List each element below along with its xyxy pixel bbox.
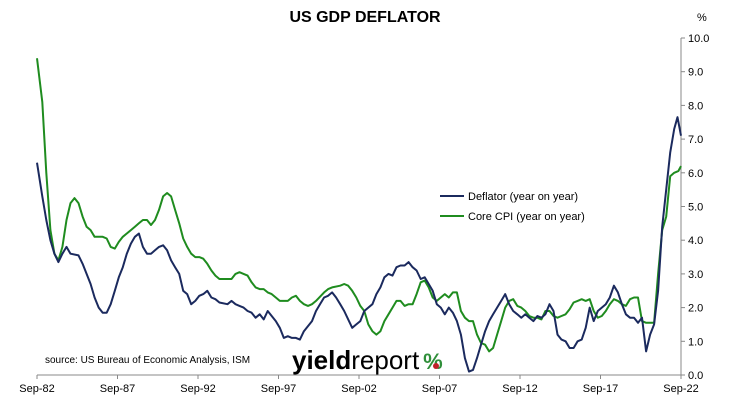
- logo-dot: [433, 363, 439, 369]
- y-tick-label: 10.0: [688, 33, 709, 45]
- x-tick-label: Sep-92: [180, 383, 215, 395]
- legend-label: Deflator (year on year): [468, 191, 578, 203]
- x-tick-label: Sep-02: [341, 383, 376, 395]
- x-tick-label: Sep-22: [663, 383, 698, 395]
- y-tick-label: 3.0: [688, 269, 703, 281]
- legend: Deflator (year on year) Core CPI (year on…: [440, 191, 585, 223]
- x-tick-label: Sep-82: [19, 383, 54, 395]
- y-tick-label: 7.0: [688, 134, 703, 146]
- x-tick-label: Sep-97: [261, 383, 296, 395]
- y-tick-label: 8.0: [688, 100, 703, 112]
- x-tick-label: Sep-87: [100, 383, 135, 395]
- y-axis-ticks: 0.0 1.0 2.0 3.0 4.0 5.0 6.0 7.0 8.0 9.0 10.0: [681, 33, 709, 382]
- y-tick-label: 1.0: [688, 336, 703, 348]
- deflator-series-line: [36, 116, 682, 373]
- x-axis-ticks: Sep-82 Sep-87 Sep-92 Sep-97 Sep-02 Sep-07 Sep-…: [19, 375, 699, 395]
- source-note: source: US Bureau of Economic Analysis, …: [45, 355, 250, 366]
- y-tick-label: 5.0: [688, 202, 703, 214]
- y-axis-unit: %: [697, 12, 707, 24]
- y-tick-label: 9.0: [688, 67, 703, 79]
- x-tick-label: Sep-12: [502, 383, 537, 395]
- y-tick-label: 4.0: [688, 235, 703, 247]
- x-tick-label: Sep-07: [422, 383, 457, 395]
- y-tick-label: 0.0: [688, 370, 703, 382]
- axes: [37, 38, 682, 376]
- legend-label: Core CPI (year on year): [468, 211, 585, 223]
- logo-text: yieldreport%: [292, 345, 443, 375]
- yieldreport-logo: yieldreport%: [292, 345, 443, 375]
- y-tick-label: 6.0: [688, 168, 703, 180]
- series-lines: [36, 58, 682, 373]
- chart-title: US GDP DEFLATOR: [289, 9, 441, 26]
- x-tick-label: Sep-17: [583, 383, 618, 395]
- core-cpi-series-line: [36, 58, 682, 353]
- y-tick-label: 2.0: [688, 303, 703, 315]
